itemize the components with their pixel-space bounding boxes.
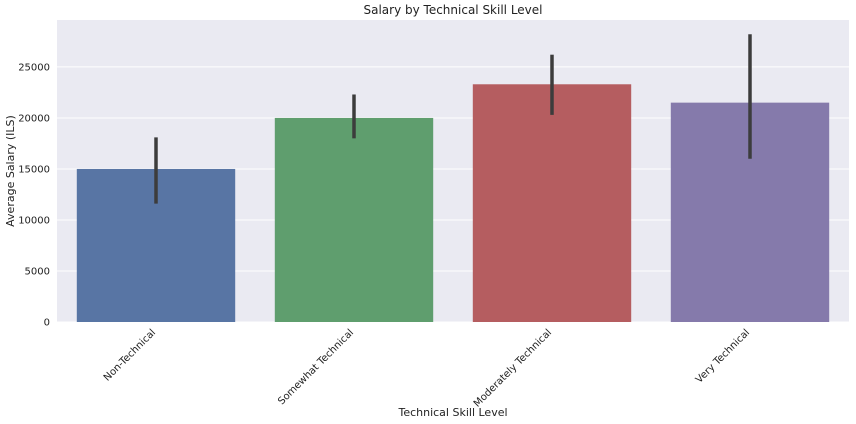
x-tick-label: Moderately Technical xyxy=(472,327,554,409)
x-tick-labels: Non-Technical Somewhat Technical Moderatel… xyxy=(102,327,752,409)
bar-moderately-technical xyxy=(472,84,632,322)
x-tick-label: Very Technical xyxy=(694,327,752,385)
x-tick-label: Non-Technical xyxy=(102,327,158,383)
chart-title: Salary by Technical Skill Level xyxy=(363,3,542,17)
x-axis-label: Technical Skill Level xyxy=(397,406,507,419)
y-tick-labels: 0 5000 10000 15000 20000 25000 xyxy=(18,62,50,328)
y-tick-label: 0 xyxy=(44,318,50,329)
bar-somewhat-technical xyxy=(274,117,434,322)
y-tick-label: 15000 xyxy=(18,164,50,175)
y-tick-label: 5000 xyxy=(25,266,50,277)
y-axis-label: Average Salary (ILS) xyxy=(4,115,17,227)
error-bars xyxy=(154,34,752,204)
y-tick-label: 10000 xyxy=(18,215,50,226)
y-tick-label: 20000 xyxy=(18,113,50,124)
y-tick-label: 25000 xyxy=(18,62,50,73)
x-tick-label: Somewhat Technical xyxy=(276,327,356,407)
